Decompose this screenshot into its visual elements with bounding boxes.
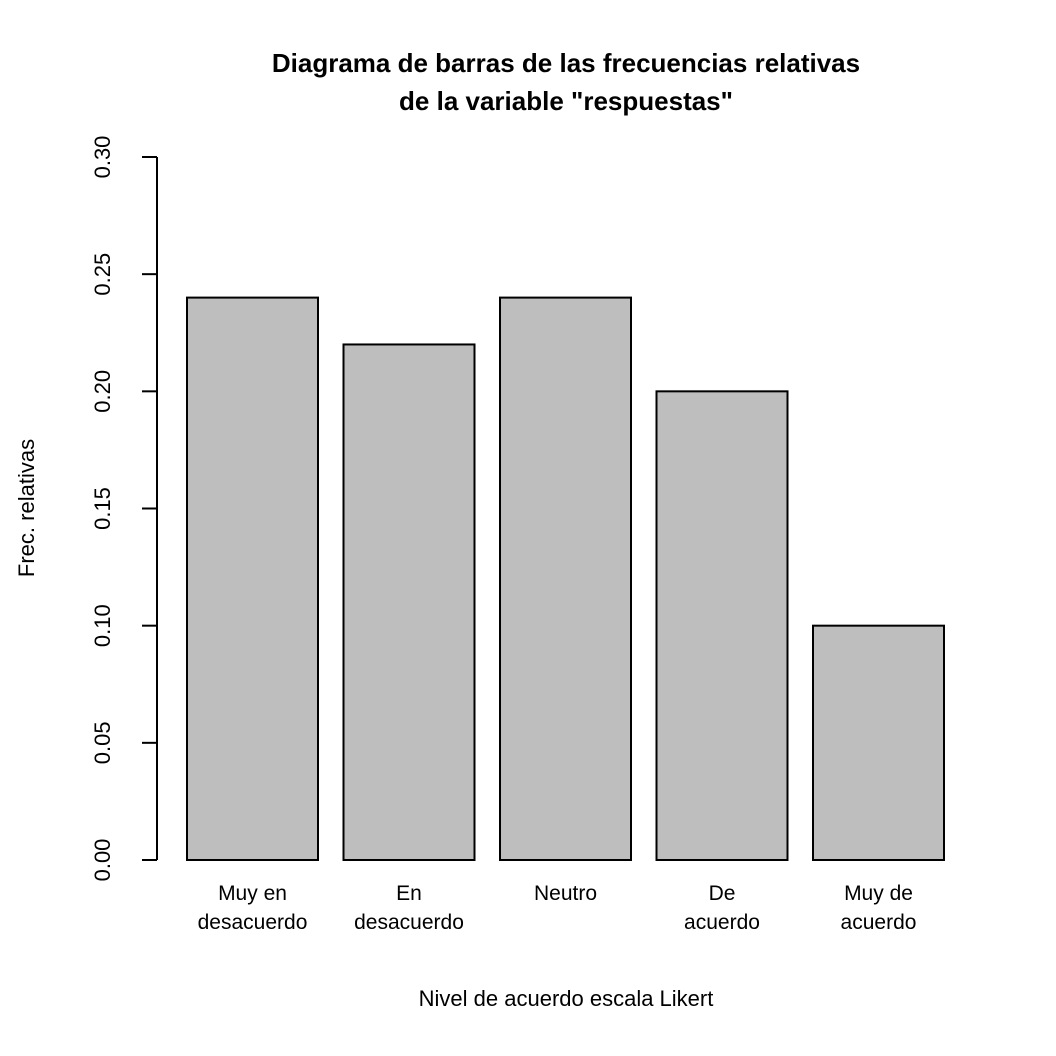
bar	[812, 624, 945, 862]
chart-title-line-1: Diagrama de barras de las frecuencias re…	[272, 48, 860, 78]
y-tick-label: 0.05	[90, 721, 115, 764]
y-tick-label: 0.15	[90, 487, 115, 530]
y-tick-label: 0.30	[90, 136, 115, 179]
y-tick-label: 0.10	[90, 604, 115, 647]
x-category-label: De	[709, 882, 736, 905]
y-axis-label: Frec. relativas	[14, 439, 39, 577]
bar	[342, 343, 476, 861]
y-tick-label: 0.00	[90, 839, 115, 882]
chart-title-line-2: de la variable "respuestas"	[399, 86, 733, 116]
y-axis: 0.00 0.05 0.10 0.15 0.20 0.25 0.30	[90, 136, 158, 882]
bar	[186, 296, 319, 862]
y-tick-label: 0.25	[90, 253, 115, 296]
x-category-label: desacuerdo	[354, 911, 464, 934]
x-category-label: En	[396, 882, 422, 905]
x-category-label: desacuerdo	[198, 911, 308, 934]
x-category-label: Neutro	[534, 882, 597, 905]
x-category-label: acuerdo	[841, 911, 917, 934]
x-category-label: Muy de	[844, 882, 913, 905]
y-tick-label: 0.20	[90, 370, 115, 413]
bar	[499, 296, 632, 862]
x-category-label: Muy en	[218, 882, 287, 905]
x-category-labels: Muy en desacuerdo En desacuerdo Neutro De acue…	[198, 882, 917, 934]
x-category-label: acuerdo	[684, 911, 760, 934]
bar	[655, 390, 789, 861]
x-axis-label: Nivel de acuerdo escala Likert	[419, 986, 714, 1011]
bars	[186, 296, 945, 862]
